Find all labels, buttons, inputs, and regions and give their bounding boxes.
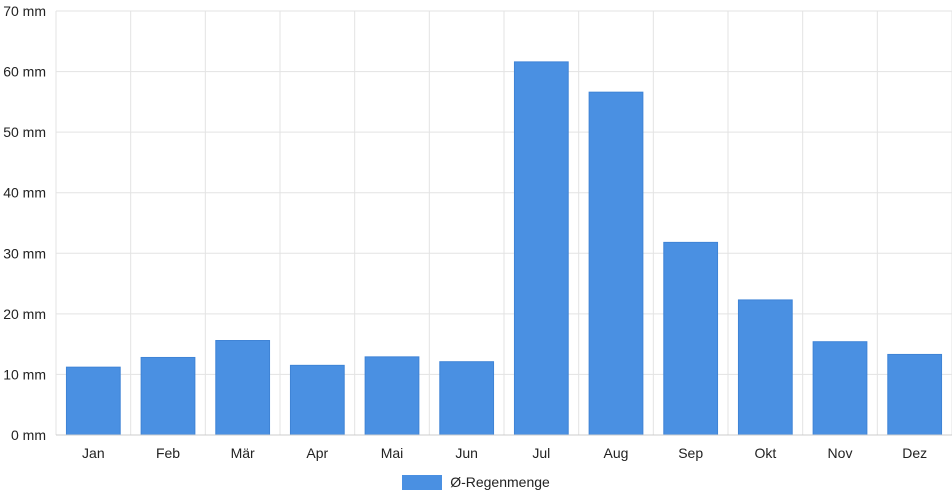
x-tick-label: Okt [754,445,776,461]
bar-jan [65,366,121,436]
x-tick-label: Apr [306,445,328,461]
y-tick-label: 50 mm [3,124,46,140]
x-tick-label: Mär [231,445,255,461]
bar-mär [215,340,271,436]
axis-layer: 0 mm 10 mm 20 mm 30 mm 40 mm 50 mm 60 mm 70 mm J… [3,3,952,461]
x-tick-label: Jun [455,445,478,461]
y-tick-label: 70 mm [3,3,46,19]
bar-dez [887,353,943,436]
x-tick-label: Aug [604,445,629,461]
bar-feb [140,356,196,436]
bars-layer [65,61,943,436]
chart-legend: Ø-Regenmenge [0,472,952,492]
grid-layer [55,10,952,436]
legend-swatch [402,474,443,490]
bar-aug [588,91,644,436]
x-tick-label: Sep [678,445,703,461]
x-tick-label: Mai [381,445,404,461]
x-tick-label: Nov [828,445,853,461]
x-tick-label: Jan [82,445,105,461]
y-tick-label: 0 mm [11,427,46,443]
legend-label: Ø-Regenmenge [450,474,550,490]
x-tick-label: Jul [532,445,550,461]
bar-nov [812,341,868,436]
bar-mai [364,356,420,436]
bar-jun [439,361,495,436]
y-tick-label: 20 mm [3,306,46,322]
x-tick-label: Feb [156,445,180,461]
y-tick-label: 10 mm [3,366,46,382]
x-tick-label: Dez [902,445,927,461]
bar-jul [513,61,569,436]
y-tick-label: 40 mm [3,185,46,201]
bar-okt [737,299,793,436]
y-tick-label: 30 mm [3,245,46,261]
y-tick-label: 60 mm [3,64,46,80]
bar-apr [289,364,345,436]
bar-sep [663,241,719,436]
